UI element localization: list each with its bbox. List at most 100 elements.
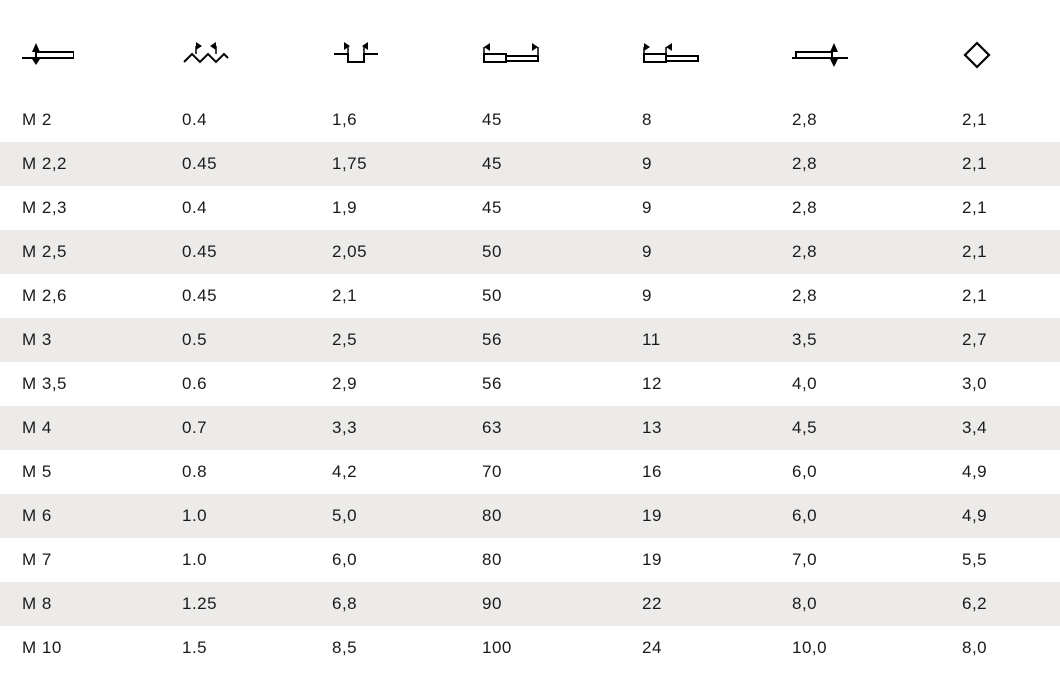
table-cell: M 2	[0, 98, 160, 142]
table-cell: 2,05	[310, 230, 460, 274]
table-body: M 20.41,64582,82,1M 2,20.451,754592,82,1…	[0, 98, 1060, 670]
table-cell: 0.45	[160, 230, 310, 274]
table-cell: 8	[620, 98, 770, 142]
table-cell: 2,1	[940, 186, 1060, 230]
diamond-icon	[962, 40, 992, 70]
table-row: M 40.73,363134,53,4	[0, 406, 1060, 450]
table-row: M 2,60.452,15092,82,1	[0, 274, 1060, 318]
table-row: M 2,50.452,055092,82,1	[0, 230, 1060, 274]
table-cell: 45	[460, 98, 620, 142]
table-cell: 2,7	[940, 318, 1060, 362]
table-cell: 22	[620, 582, 770, 626]
table-cell: M 8	[0, 582, 160, 626]
table-row: M 2,30.41,94592,82,1	[0, 186, 1060, 230]
table-cell: 56	[460, 318, 620, 362]
table-cell: 1,6	[310, 98, 460, 142]
table-cell: 50	[460, 274, 620, 318]
shaft-step-arrows-out-icon	[482, 40, 540, 70]
table-cell: 6,0	[310, 538, 460, 582]
table-cell: 5,0	[310, 494, 460, 538]
table-cell: 1,9	[310, 186, 460, 230]
table-cell: M 2,3	[0, 186, 160, 230]
header-cell-3	[460, 0, 620, 98]
table-cell: 2,1	[940, 230, 1060, 274]
table-cell: 70	[460, 450, 620, 494]
table-row: M 3,50.62,956124,03,0	[0, 362, 1060, 406]
table-cell: 1.5	[160, 626, 310, 670]
table-cell: 4,0	[770, 362, 940, 406]
table-cell: M 2,5	[0, 230, 160, 274]
table-cell: 100	[460, 626, 620, 670]
table-cell: 6,2	[940, 582, 1060, 626]
table-cell: 0.45	[160, 274, 310, 318]
table-cell: M 4	[0, 406, 160, 450]
table-cell: 63	[460, 406, 620, 450]
table-cell: 16	[620, 450, 770, 494]
shaft-top-arrow-icon	[22, 40, 74, 70]
table-cell: M 2,2	[0, 142, 160, 186]
table-row: M 101.58,51002410,08,0	[0, 626, 1060, 670]
header-cell-2	[310, 0, 460, 98]
table-cell: 2,8	[770, 274, 940, 318]
shaft-step-arrows-in-icon	[642, 40, 700, 70]
table-row: M 2,20.451,754592,82,1	[0, 142, 1060, 186]
table-cell: 0.4	[160, 186, 310, 230]
table-cell: 4,9	[940, 450, 1060, 494]
table-cell: M 6	[0, 494, 160, 538]
table-cell: 6,8	[310, 582, 460, 626]
table-cell: 50	[460, 230, 620, 274]
table-cell: 3,0	[940, 362, 1060, 406]
table-cell: 6,0	[770, 450, 940, 494]
table-cell: 4,9	[940, 494, 1060, 538]
table-cell: 80	[460, 494, 620, 538]
table-row: M 81.256,890228,06,2	[0, 582, 1060, 626]
table-row: M 71.06,080197,05,5	[0, 538, 1060, 582]
table-cell: 9	[620, 142, 770, 186]
table-cell: 8,5	[310, 626, 460, 670]
table-cell: 4,2	[310, 450, 460, 494]
table-cell: 9	[620, 186, 770, 230]
table-cell: 13	[620, 406, 770, 450]
table-cell: 0.45	[160, 142, 310, 186]
groove-arrows-in-icon	[332, 40, 380, 70]
table-cell: M 2,6	[0, 274, 160, 318]
table-cell: 2,8	[770, 230, 940, 274]
table-cell: 2,8	[770, 186, 940, 230]
table-cell: 2,9	[310, 362, 460, 406]
spec-table: M 20.41,64582,82,1M 2,20.451,754592,82,1…	[0, 0, 1060, 670]
table-row: M 61.05,080196,04,9	[0, 494, 1060, 538]
table-cell: 2,8	[770, 142, 940, 186]
table-cell: 2,8	[770, 98, 940, 142]
table-cell: M 3	[0, 318, 160, 362]
table-cell: 1,75	[310, 142, 460, 186]
table-cell: 0.8	[160, 450, 310, 494]
table-cell: 0.4	[160, 98, 310, 142]
table-cell: 80	[460, 538, 620, 582]
table-cell: M 7	[0, 538, 160, 582]
table-cell: M 5	[0, 450, 160, 494]
header-cell-6	[940, 0, 1060, 98]
table-row: M 30.52,556113,52,7	[0, 318, 1060, 362]
table-cell: 9	[620, 230, 770, 274]
table-cell: 0.5	[160, 318, 310, 362]
shaft-mid-arrows-icon	[792, 40, 848, 70]
table-cell: 8,0	[940, 626, 1060, 670]
table-cell: 56	[460, 362, 620, 406]
table-cell: 45	[460, 186, 620, 230]
table-header-row	[0, 0, 1060, 98]
table-cell: M 3,5	[0, 362, 160, 406]
header-cell-5	[770, 0, 940, 98]
table-cell: 0.6	[160, 362, 310, 406]
table-cell: 2,5	[310, 318, 460, 362]
table-cell: 4,5	[770, 406, 940, 450]
table-cell: 0.7	[160, 406, 310, 450]
table-cell: 1.0	[160, 538, 310, 582]
table-cell: 2,1	[940, 142, 1060, 186]
header-cell-4	[620, 0, 770, 98]
table-row: M 50.84,270166,04,9	[0, 450, 1060, 494]
table-cell: 12	[620, 362, 770, 406]
table-cell: 8,0	[770, 582, 940, 626]
header-cell-0	[0, 0, 160, 98]
table-cell: 2,1	[940, 98, 1060, 142]
table-cell: 19	[620, 494, 770, 538]
